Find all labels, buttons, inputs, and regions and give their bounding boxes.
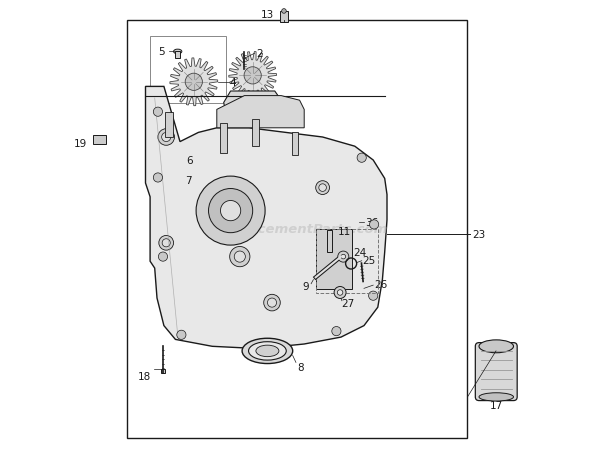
Circle shape [153,174,162,183]
Circle shape [159,236,173,251]
Text: 24: 24 [353,247,366,257]
Ellipse shape [173,50,182,55]
Circle shape [267,298,277,308]
Ellipse shape [479,393,513,401]
Bar [127,21,467,438]
Circle shape [162,239,171,247]
Bar [175,52,180,59]
Text: 3: 3 [280,104,287,114]
Text: 25: 25 [363,255,376,265]
Circle shape [338,252,349,263]
Polygon shape [224,92,281,124]
Polygon shape [146,87,387,349]
Text: 19: 19 [73,139,87,149]
Ellipse shape [479,340,513,353]
Circle shape [264,295,280,311]
Text: 4: 4 [230,78,237,88]
Polygon shape [170,59,218,106]
Polygon shape [360,279,365,282]
Ellipse shape [256,346,279,357]
Ellipse shape [248,342,286,360]
Circle shape [281,10,286,14]
Circle shape [332,327,341,336]
Circle shape [244,67,261,85]
Text: 5: 5 [158,46,165,56]
Text: 13: 13 [261,10,274,20]
Bar [253,119,260,147]
Bar [208,170,212,187]
Text: 26: 26 [375,279,388,289]
Polygon shape [229,52,277,100]
Text: 18: 18 [138,371,152,381]
Bar [327,230,332,252]
Circle shape [341,255,346,259]
Text: 36: 36 [365,217,378,227]
Circle shape [337,290,343,296]
Circle shape [162,133,171,142]
Circle shape [369,220,379,230]
Bar [220,124,227,154]
Circle shape [258,341,267,350]
Text: 27: 27 [341,298,354,308]
Text: 7: 7 [185,175,192,185]
Circle shape [208,189,253,233]
Circle shape [334,287,346,299]
FancyBboxPatch shape [476,343,517,401]
Bar [165,112,173,138]
Circle shape [230,247,250,267]
Text: 11: 11 [338,227,351,237]
Text: 8: 8 [297,362,304,372]
Bar [316,230,352,289]
Circle shape [158,129,175,146]
Circle shape [236,113,248,125]
Polygon shape [217,96,304,129]
Text: eReplacementParts.com: eReplacementParts.com [207,223,388,236]
Text: 17: 17 [490,400,503,410]
Text: 2: 2 [256,49,263,59]
Bar [292,133,298,156]
Circle shape [319,185,326,192]
Circle shape [158,252,168,262]
Text: 23: 23 [472,229,486,239]
Circle shape [196,177,265,246]
Bar [150,37,226,103]
Bar [93,135,106,145]
Circle shape [221,201,241,221]
Circle shape [153,108,162,117]
Circle shape [357,154,366,163]
Polygon shape [242,67,247,70]
Circle shape [369,291,378,301]
Polygon shape [160,369,165,373]
Circle shape [234,252,245,263]
Ellipse shape [242,339,293,364]
Text: 6: 6 [186,156,193,166]
Bar [280,12,288,23]
Circle shape [240,117,245,122]
Text: 9: 9 [302,281,309,291]
Circle shape [185,74,202,91]
Circle shape [177,330,186,340]
Circle shape [316,181,329,195]
